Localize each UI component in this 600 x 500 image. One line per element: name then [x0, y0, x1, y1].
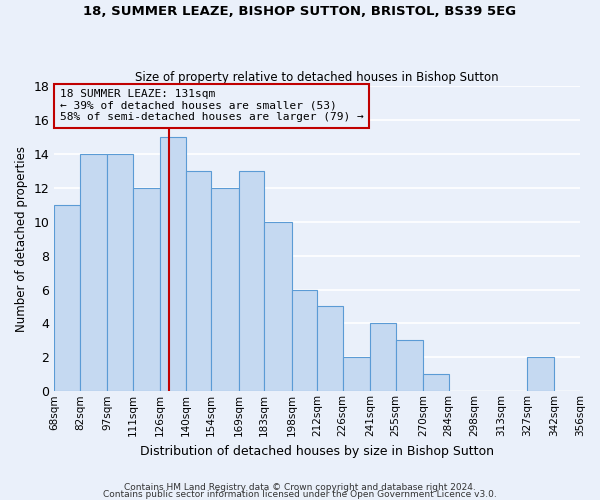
Text: Contains HM Land Registry data © Crown copyright and database right 2024.: Contains HM Land Registry data © Crown c… [124, 484, 476, 492]
Bar [107, 154, 133, 392]
Bar [264, 222, 292, 392]
Y-axis label: Number of detached properties: Number of detached properties [15, 146, 28, 332]
Bar [133, 188, 160, 392]
Text: Contains public sector information licensed under the Open Government Licence v3: Contains public sector information licen… [103, 490, 497, 499]
Title: Size of property relative to detached houses in Bishop Sutton: Size of property relative to detached ho… [136, 70, 499, 84]
Bar [370, 324, 395, 392]
Bar [343, 358, 370, 392]
Bar [80, 154, 107, 392]
Bar [292, 290, 317, 392]
X-axis label: Distribution of detached houses by size in Bishop Sutton: Distribution of detached houses by size … [140, 444, 494, 458]
Bar [527, 358, 554, 392]
Bar [423, 374, 449, 392]
Bar [211, 188, 239, 392]
Bar [186, 171, 211, 392]
Bar [395, 340, 423, 392]
Bar [160, 137, 186, 392]
Bar [317, 306, 343, 392]
Bar [54, 204, 80, 392]
Text: 18 SUMMER LEAZE: 131sqm
← 39% of detached houses are smaller (53)
58% of semi-de: 18 SUMMER LEAZE: 131sqm ← 39% of detache… [59, 89, 363, 122]
Text: 18, SUMMER LEAZE, BISHOP SUTTON, BRISTOL, BS39 5EG: 18, SUMMER LEAZE, BISHOP SUTTON, BRISTOL… [83, 5, 517, 18]
Bar [239, 171, 264, 392]
